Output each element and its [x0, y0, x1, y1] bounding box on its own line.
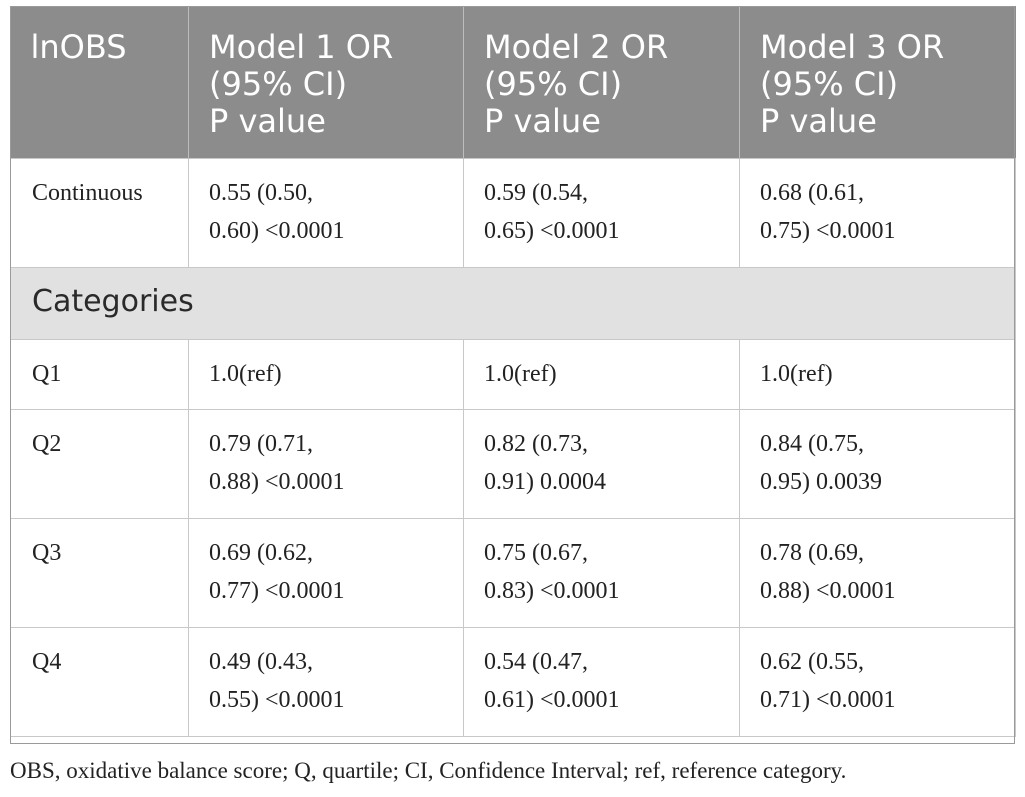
cell-line: 0.75) <0.0001 [760, 218, 896, 244]
cell-model-3: 0.78 (0.69, 0.88) <0.0001 [739, 518, 1016, 628]
row-label: Q2 [10, 409, 189, 519]
table-body: Continuous 0.55 (0.50, 0.60) <0.0001 0.5… [10, 158, 1016, 737]
cell-model-2: 0.75 (0.67, 0.83) <0.0001 [463, 518, 740, 628]
cell-line: 0.68 (0.61, [760, 180, 864, 206]
header-line: P value [484, 102, 601, 140]
header-model-2: Model 2 OR (95% CI) P value [463, 6, 740, 159]
cell-line: 0.65) <0.0001 [484, 218, 620, 244]
cell-line: 0.71) <0.0001 [760, 687, 896, 713]
section-label: Categories [10, 267, 1016, 340]
cell-line: 0.55 (0.50, [209, 180, 313, 206]
table-header: lnOBS Model 1 OR (95% CI) P value Model … [10, 6, 1016, 159]
header-line: lnOBS [30, 28, 127, 66]
odds-ratio-table: lnOBS Model 1 OR (95% CI) P value Model … [10, 6, 1016, 737]
row-label: Q1 [10, 339, 189, 410]
cell-model-1: 0.49 (0.43, 0.55) <0.0001 [188, 627, 464, 737]
cell-line: 0.54 (0.47, [484, 649, 588, 675]
cell-line: 0.91) 0.0004 [484, 469, 606, 495]
row-label-text: Q2 [32, 431, 62, 457]
cell-line: 0.78 (0.69, [760, 540, 864, 566]
cell-line: 0.62 (0.55, [760, 649, 864, 675]
row-label-text: Q1 [32, 361, 62, 387]
cell-line: 0.61) <0.0001 [484, 687, 620, 713]
cell-model-1: 0.55 (0.50, 0.60) <0.0001 [188, 158, 464, 268]
cell-model-2: 0.54 (0.47, 0.61) <0.0001 [463, 627, 740, 737]
cell-line: 0.88) <0.0001 [760, 578, 896, 604]
cell-line: 0.77) <0.0001 [209, 578, 345, 604]
cell-line: 0.55) <0.0001 [209, 687, 345, 713]
row-label: Continuous [10, 158, 189, 268]
cell-line: 0.60) <0.0001 [209, 218, 345, 244]
odds-ratio-table-container: lnOBS Model 1 OR (95% CI) P value Model … [10, 6, 1016, 737]
cell-line: 0.83) <0.0001 [484, 578, 620, 604]
header-model-1: Model 1 OR (95% CI) P value [188, 6, 464, 159]
header-line: (95% CI) [209, 65, 348, 103]
cell-model-3: 0.62 (0.55, 0.71) <0.0001 [739, 627, 1016, 737]
row-label: Q4 [10, 627, 189, 737]
cell-line: 1.0(ref) [209, 361, 282, 387]
cell-line: 0.84 (0.75, [760, 431, 864, 457]
cell-line: 0.82 (0.73, [484, 431, 588, 457]
header-model-3: Model 3 OR (95% CI) P value [739, 6, 1016, 159]
header-line: Model 3 OR [760, 28, 945, 66]
cell-line: 0.88) <0.0001 [209, 469, 345, 495]
cell-line: 0.49 (0.43, [209, 649, 313, 675]
header-line: Model 1 OR [209, 28, 394, 66]
table-footnote: OBS, oxidative balance score; Q, quartil… [10, 758, 847, 783]
cell-line: 0.69 (0.62, [209, 540, 313, 566]
cell-model-2: 0.82 (0.73, 0.91) 0.0004 [463, 409, 740, 519]
cell-line: 1.0(ref) [484, 361, 557, 387]
cell-model-3: 1.0(ref) [739, 339, 1016, 410]
cell-model-1: 0.69 (0.62, 0.77) <0.0001 [188, 518, 464, 628]
header-line: Model 2 OR [484, 28, 669, 66]
header-line: (95% CI) [484, 65, 623, 103]
table-row-q1: Q1 1.0(ref) 1.0(ref) 1.0(ref) [10, 339, 1016, 410]
row-label-text: Continuous [32, 180, 143, 206]
row-label: Q3 [10, 518, 189, 628]
header-row: lnOBS Model 1 OR (95% CI) P value Model … [10, 6, 1016, 159]
row-label-text: Q3 [32, 540, 62, 566]
section-row-categories: Categories [10, 267, 1016, 340]
cell-model-2: 1.0(ref) [463, 339, 740, 410]
cell-model-2: 0.59 (0.54, 0.65) <0.0001 [463, 158, 740, 268]
table-row-q2: Q2 0.79 (0.71, 0.88) <0.0001 0.82 (0.73,… [10, 409, 1016, 519]
header-line: P value [760, 102, 877, 140]
cell-line: 0.59 (0.54, [484, 180, 588, 206]
table-row-continuous: Continuous 0.55 (0.50, 0.60) <0.0001 0.5… [10, 158, 1016, 268]
header-lnobs: lnOBS [10, 6, 189, 159]
row-label-text: Q4 [32, 649, 62, 675]
cell-line: 0.79 (0.71, [209, 431, 313, 457]
header-line: (95% CI) [760, 65, 899, 103]
table-row-q4: Q4 0.49 (0.43, 0.55) <0.0001 0.54 (0.47,… [10, 627, 1016, 737]
cell-line: 0.95) 0.0039 [760, 469, 882, 495]
cell-model-3: 0.84 (0.75, 0.95) 0.0039 [739, 409, 1016, 519]
cell-line: 1.0(ref) [760, 361, 833, 387]
cell-model-1: 0.79 (0.71, 0.88) <0.0001 [188, 409, 464, 519]
table-row-q3: Q3 0.69 (0.62, 0.77) <0.0001 0.75 (0.67,… [10, 518, 1016, 628]
header-line: P value [209, 102, 326, 140]
cell-line: 0.75 (0.67, [484, 540, 588, 566]
cell-model-1: 1.0(ref) [188, 339, 464, 410]
cell-model-3: 0.68 (0.61, 0.75) <0.0001 [739, 158, 1016, 268]
